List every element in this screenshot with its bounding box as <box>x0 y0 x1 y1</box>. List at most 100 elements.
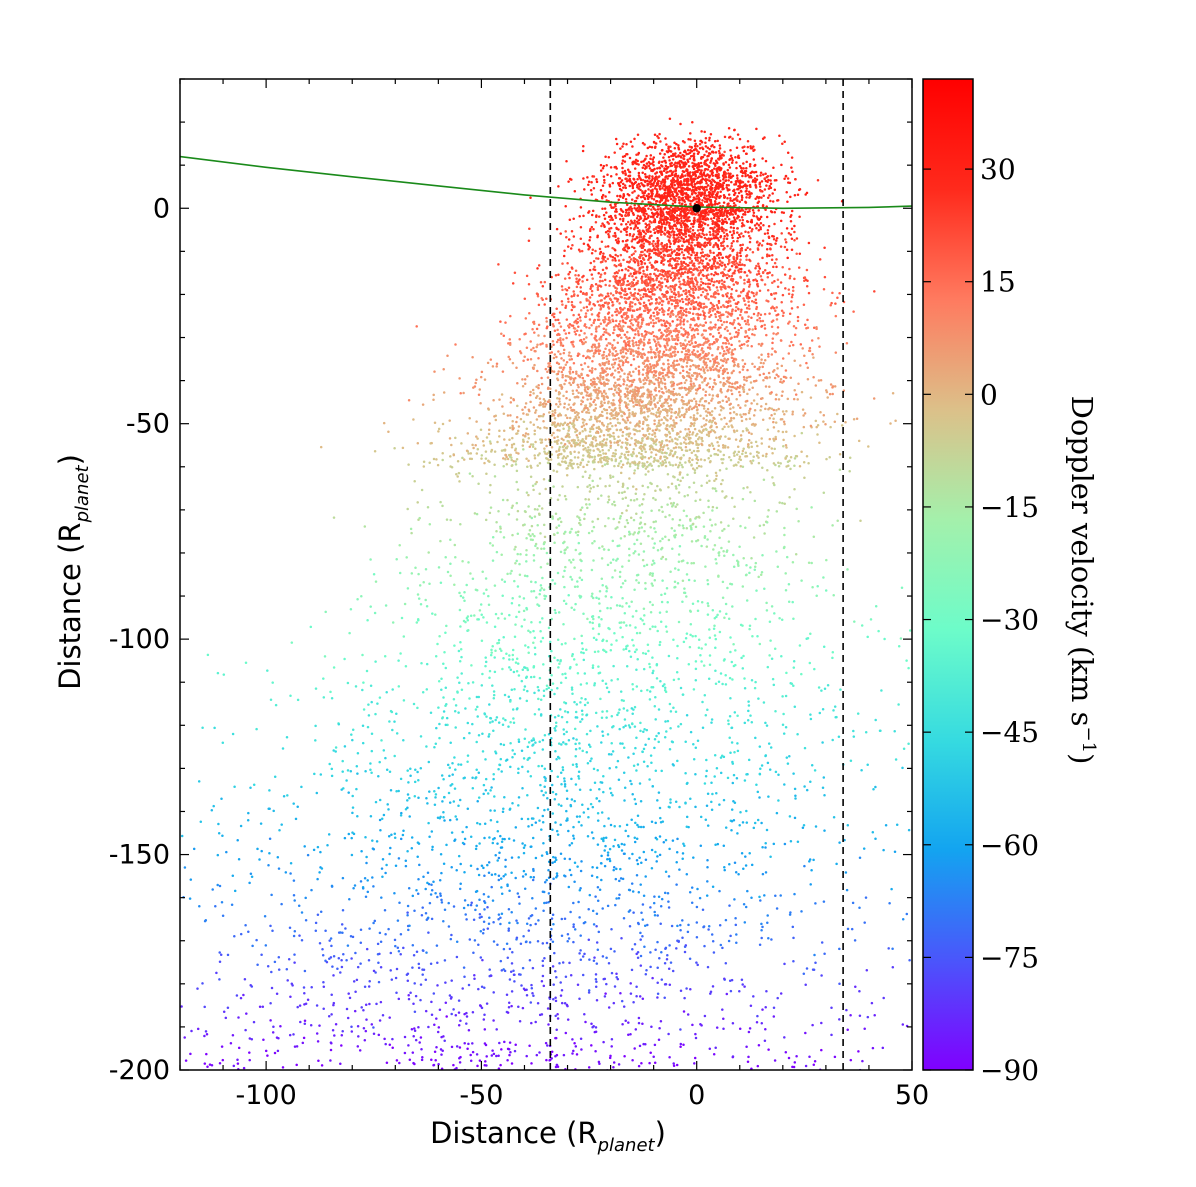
scatter-point <box>563 494 567 498</box>
scatter-point <box>554 1074 557 1077</box>
scatter-point <box>686 473 689 476</box>
scatter-point <box>801 826 805 829</box>
scatter-point <box>349 770 353 773</box>
scatter-point <box>567 937 571 940</box>
scatter-point <box>621 239 625 243</box>
scatter-point <box>733 711 737 714</box>
scatter-point <box>652 140 656 144</box>
scatter-point <box>733 348 737 351</box>
scatter-point <box>570 340 573 344</box>
scatter-point <box>620 452 623 456</box>
scatter-point <box>569 355 573 358</box>
scatter-point <box>624 321 627 325</box>
scatter-point <box>494 418 498 422</box>
scatter-point <box>533 456 537 460</box>
scatter-point <box>767 445 771 449</box>
scatter-point <box>351 831 354 834</box>
scatter-point <box>557 742 561 745</box>
scatter-point <box>687 578 691 582</box>
scatter-point <box>647 1071 650 1074</box>
scatter-point <box>537 689 540 692</box>
scatter-point <box>784 287 787 290</box>
scatter-point <box>690 339 693 342</box>
scatter-point <box>461 596 465 599</box>
scatter-point <box>582 354 585 358</box>
scatter-point <box>270 970 273 974</box>
scatter-point <box>411 966 414 969</box>
scatter-point <box>702 511 705 515</box>
scatter-point <box>621 308 625 311</box>
scatter-point <box>700 436 704 440</box>
scatter-point <box>608 484 611 488</box>
scatter-point <box>618 517 622 520</box>
scatter-point <box>823 952 826 955</box>
scatter-point <box>604 392 608 395</box>
scatter-point <box>744 172 747 176</box>
scatter-point <box>797 382 800 385</box>
scatter-point <box>738 218 742 222</box>
scatter-point <box>551 965 555 968</box>
scatter-point <box>795 237 799 240</box>
scatter-point <box>758 373 762 377</box>
scatter-point <box>692 333 696 337</box>
scatter-point <box>524 644 527 647</box>
scatter-point <box>751 386 754 389</box>
scatter-point <box>316 845 320 849</box>
scatter-point <box>714 489 718 493</box>
scatter-point <box>737 450 741 454</box>
scatter-point <box>728 455 731 459</box>
scatter-point <box>581 973 585 977</box>
scatter-point <box>522 420 526 423</box>
scatter-point <box>681 306 684 310</box>
scatter-point <box>609 422 612 425</box>
scatter-point <box>577 820 581 824</box>
scatter-point <box>630 436 633 440</box>
scatter-point <box>599 371 602 375</box>
scatter-point <box>578 889 582 892</box>
scatter-point <box>581 444 585 448</box>
scatter-point <box>610 387 613 391</box>
scatter-point <box>681 579 685 582</box>
scatter-point <box>488 836 491 839</box>
scatter-point <box>491 899 495 902</box>
scatter-point <box>746 368 749 372</box>
scatter-point <box>579 309 583 312</box>
scatter-point <box>490 885 493 889</box>
scatter-point <box>637 194 640 197</box>
scatter-point <box>614 214 617 218</box>
scatter-point <box>812 376 815 379</box>
scatter-point <box>457 763 460 766</box>
scatter-point <box>587 446 590 449</box>
scatter-point <box>786 762 790 765</box>
scatter-point <box>272 1025 275 1029</box>
scatter-point <box>579 958 583 961</box>
scatter-point <box>322 696 326 699</box>
scatter-point <box>635 609 638 613</box>
scatter-point <box>627 434 631 438</box>
scatter-point <box>575 1053 579 1056</box>
scatter-point <box>723 425 726 429</box>
scatter-point <box>560 437 564 441</box>
scatter-point <box>694 288 697 292</box>
scatter-point <box>846 568 849 571</box>
scatter-point <box>600 445 604 449</box>
scatter-point <box>782 311 785 315</box>
scatter-point <box>736 749 740 753</box>
scatter-point <box>576 317 579 321</box>
scatter-point <box>677 677 680 681</box>
scatter-point <box>329 1048 333 1052</box>
scatter-point <box>610 753 613 756</box>
scatter-point <box>444 686 448 689</box>
scatter-point <box>660 277 663 280</box>
scatter-point <box>204 919 208 922</box>
scatter-point <box>796 840 800 843</box>
scatter-point <box>449 455 452 458</box>
scatter-point <box>492 696 496 700</box>
scatter-point <box>683 587 686 590</box>
scatter-point <box>416 441 420 445</box>
scatter-point <box>521 378 524 381</box>
scatter-point <box>724 435 727 438</box>
scatter-point <box>792 660 796 663</box>
scatter-point <box>653 704 657 708</box>
scatter-point <box>596 419 599 422</box>
